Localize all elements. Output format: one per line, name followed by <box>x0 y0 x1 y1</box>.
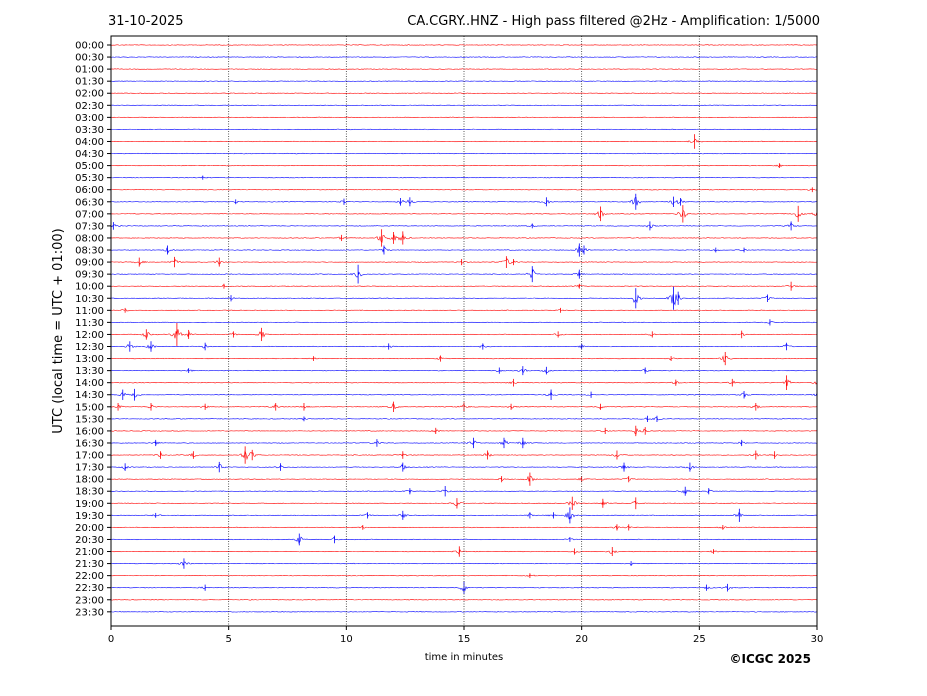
chart-title: CA.CGRY..HNZ - High pass filtered @2Hz -… <box>407 14 820 29</box>
y-tick-label: 12:30 <box>75 342 104 353</box>
y-axis-label: UTC (local time = UTC + 01:00) <box>51 228 66 433</box>
y-tick-label: 01:00 <box>75 65 104 76</box>
trace-1700 <box>110 450 818 461</box>
x-axis-ticks: 0 5 10 15 20 25 30 <box>108 626 824 645</box>
y-tick-label: 03:00 <box>75 113 104 124</box>
x-tick-label: 5 <box>225 634 231 645</box>
y-tick-label: 22:00 <box>75 571 104 582</box>
y-tick-label: 11:30 <box>75 318 104 329</box>
trace-1330 <box>110 368 818 374</box>
y-tick-label: 14:30 <box>75 390 104 401</box>
y-tick-label: 15:00 <box>75 402 104 413</box>
y-tick-label: 03:30 <box>75 125 104 136</box>
trace-2130 <box>110 561 818 566</box>
y-tick-label: 13:00 <box>75 354 104 365</box>
trace-1130 <box>110 321 818 324</box>
trace-layer <box>110 44 818 613</box>
date-label: 31-10-2025 <box>108 14 184 29</box>
trace-0200 <box>110 92 818 94</box>
trace-1900 <box>110 500 818 507</box>
x-tick-label: 20 <box>575 634 588 645</box>
y-tick-label: 23:00 <box>75 595 104 606</box>
trace-0500 <box>110 164 818 168</box>
y-tick-label: 16:00 <box>75 426 104 437</box>
y-tick-label: 08:30 <box>75 246 104 257</box>
y-tick-label: 18:00 <box>75 475 104 486</box>
y-tick-label: 02:00 <box>75 89 104 100</box>
y-tick-label: 19:30 <box>75 511 104 522</box>
y-tick-label: 05:00 <box>75 161 104 172</box>
x-tick-label: 30 <box>811 634 824 645</box>
x-tick-label: 10 <box>340 634 353 645</box>
trace-2300 <box>110 599 818 601</box>
y-tick-label: 08:00 <box>75 233 104 244</box>
y-tick-label: 21:00 <box>75 547 104 558</box>
y-tick-label: 17:30 <box>75 463 104 474</box>
y-tick-label: 20:30 <box>75 535 104 546</box>
trace-0230 <box>110 104 818 107</box>
y-tick-label: 22:30 <box>75 583 104 594</box>
y-tick-label: 18:30 <box>75 487 104 498</box>
vertical-grid <box>228 36 700 626</box>
trace-0030 <box>110 56 818 58</box>
y-tick-label: 06:00 <box>75 185 104 196</box>
trace-1630 <box>110 439 818 446</box>
y-tick-label: 05:30 <box>75 173 104 184</box>
y-tick-label: 04:30 <box>75 149 104 160</box>
trace-2000 <box>110 525 818 531</box>
trace-2030 <box>110 536 818 544</box>
y-tick-label: 11:00 <box>75 306 104 317</box>
trace-1100 <box>110 309 818 312</box>
trace-1930 <box>110 511 818 520</box>
y-tick-label: 16:30 <box>75 438 104 449</box>
y-tick-label: 09:00 <box>75 258 104 269</box>
y-tick-label: 21:30 <box>75 559 104 570</box>
y-tick-label: 09:30 <box>75 270 104 281</box>
y-tick-label: 15:30 <box>75 414 104 425</box>
copyright-label: ©ICGC 2025 <box>729 652 811 666</box>
trace-0800 <box>110 233 818 244</box>
y-tick-label: 23:30 <box>75 607 104 618</box>
y-tick-label: 19:00 <box>75 499 104 510</box>
trace-0600 <box>110 188 818 191</box>
y-tick-label: 07:00 <box>75 209 104 220</box>
x-tick-label: 15 <box>458 634 471 645</box>
y-tick-label: 04:00 <box>75 137 104 148</box>
y-axis-ticks: 00:0000:3001:0001:3002:0002:3003:0003:30… <box>75 41 111 618</box>
plot-frame <box>110 35 818 627</box>
y-tick-label: 10:00 <box>75 282 104 293</box>
trace-1400 <box>110 379 818 387</box>
y-tick-label: 00:00 <box>75 41 104 52</box>
trace-0530 <box>110 176 817 179</box>
trace-0730 <box>110 222 818 229</box>
trace-0300 <box>110 116 818 119</box>
y-tick-label: 13:30 <box>75 366 104 377</box>
x-tick-label: 0 <box>108 634 114 645</box>
y-tick-label: 10:30 <box>75 294 104 305</box>
trace-1030 <box>110 294 818 306</box>
trace-1430 <box>110 390 818 398</box>
x-axis-label: time in minutes <box>425 652 504 663</box>
y-tick-label: 12:00 <box>75 330 104 341</box>
y-tick-label: 01:30 <box>75 77 104 88</box>
trace-2200 <box>110 574 818 577</box>
trace-0000 <box>110 44 818 46</box>
x-tick-label: 25 <box>693 634 706 645</box>
y-tick-label: 20:00 <box>75 523 104 534</box>
trace-0830 <box>110 245 818 254</box>
y-tick-label: 00:30 <box>75 53 104 64</box>
y-tick-label: 07:30 <box>75 221 104 232</box>
y-tick-label: 02:30 <box>75 101 104 112</box>
y-tick-label: 14:00 <box>75 378 104 389</box>
y-tick-label: 17:00 <box>75 451 104 462</box>
y-tick-label: 06:30 <box>75 197 104 208</box>
